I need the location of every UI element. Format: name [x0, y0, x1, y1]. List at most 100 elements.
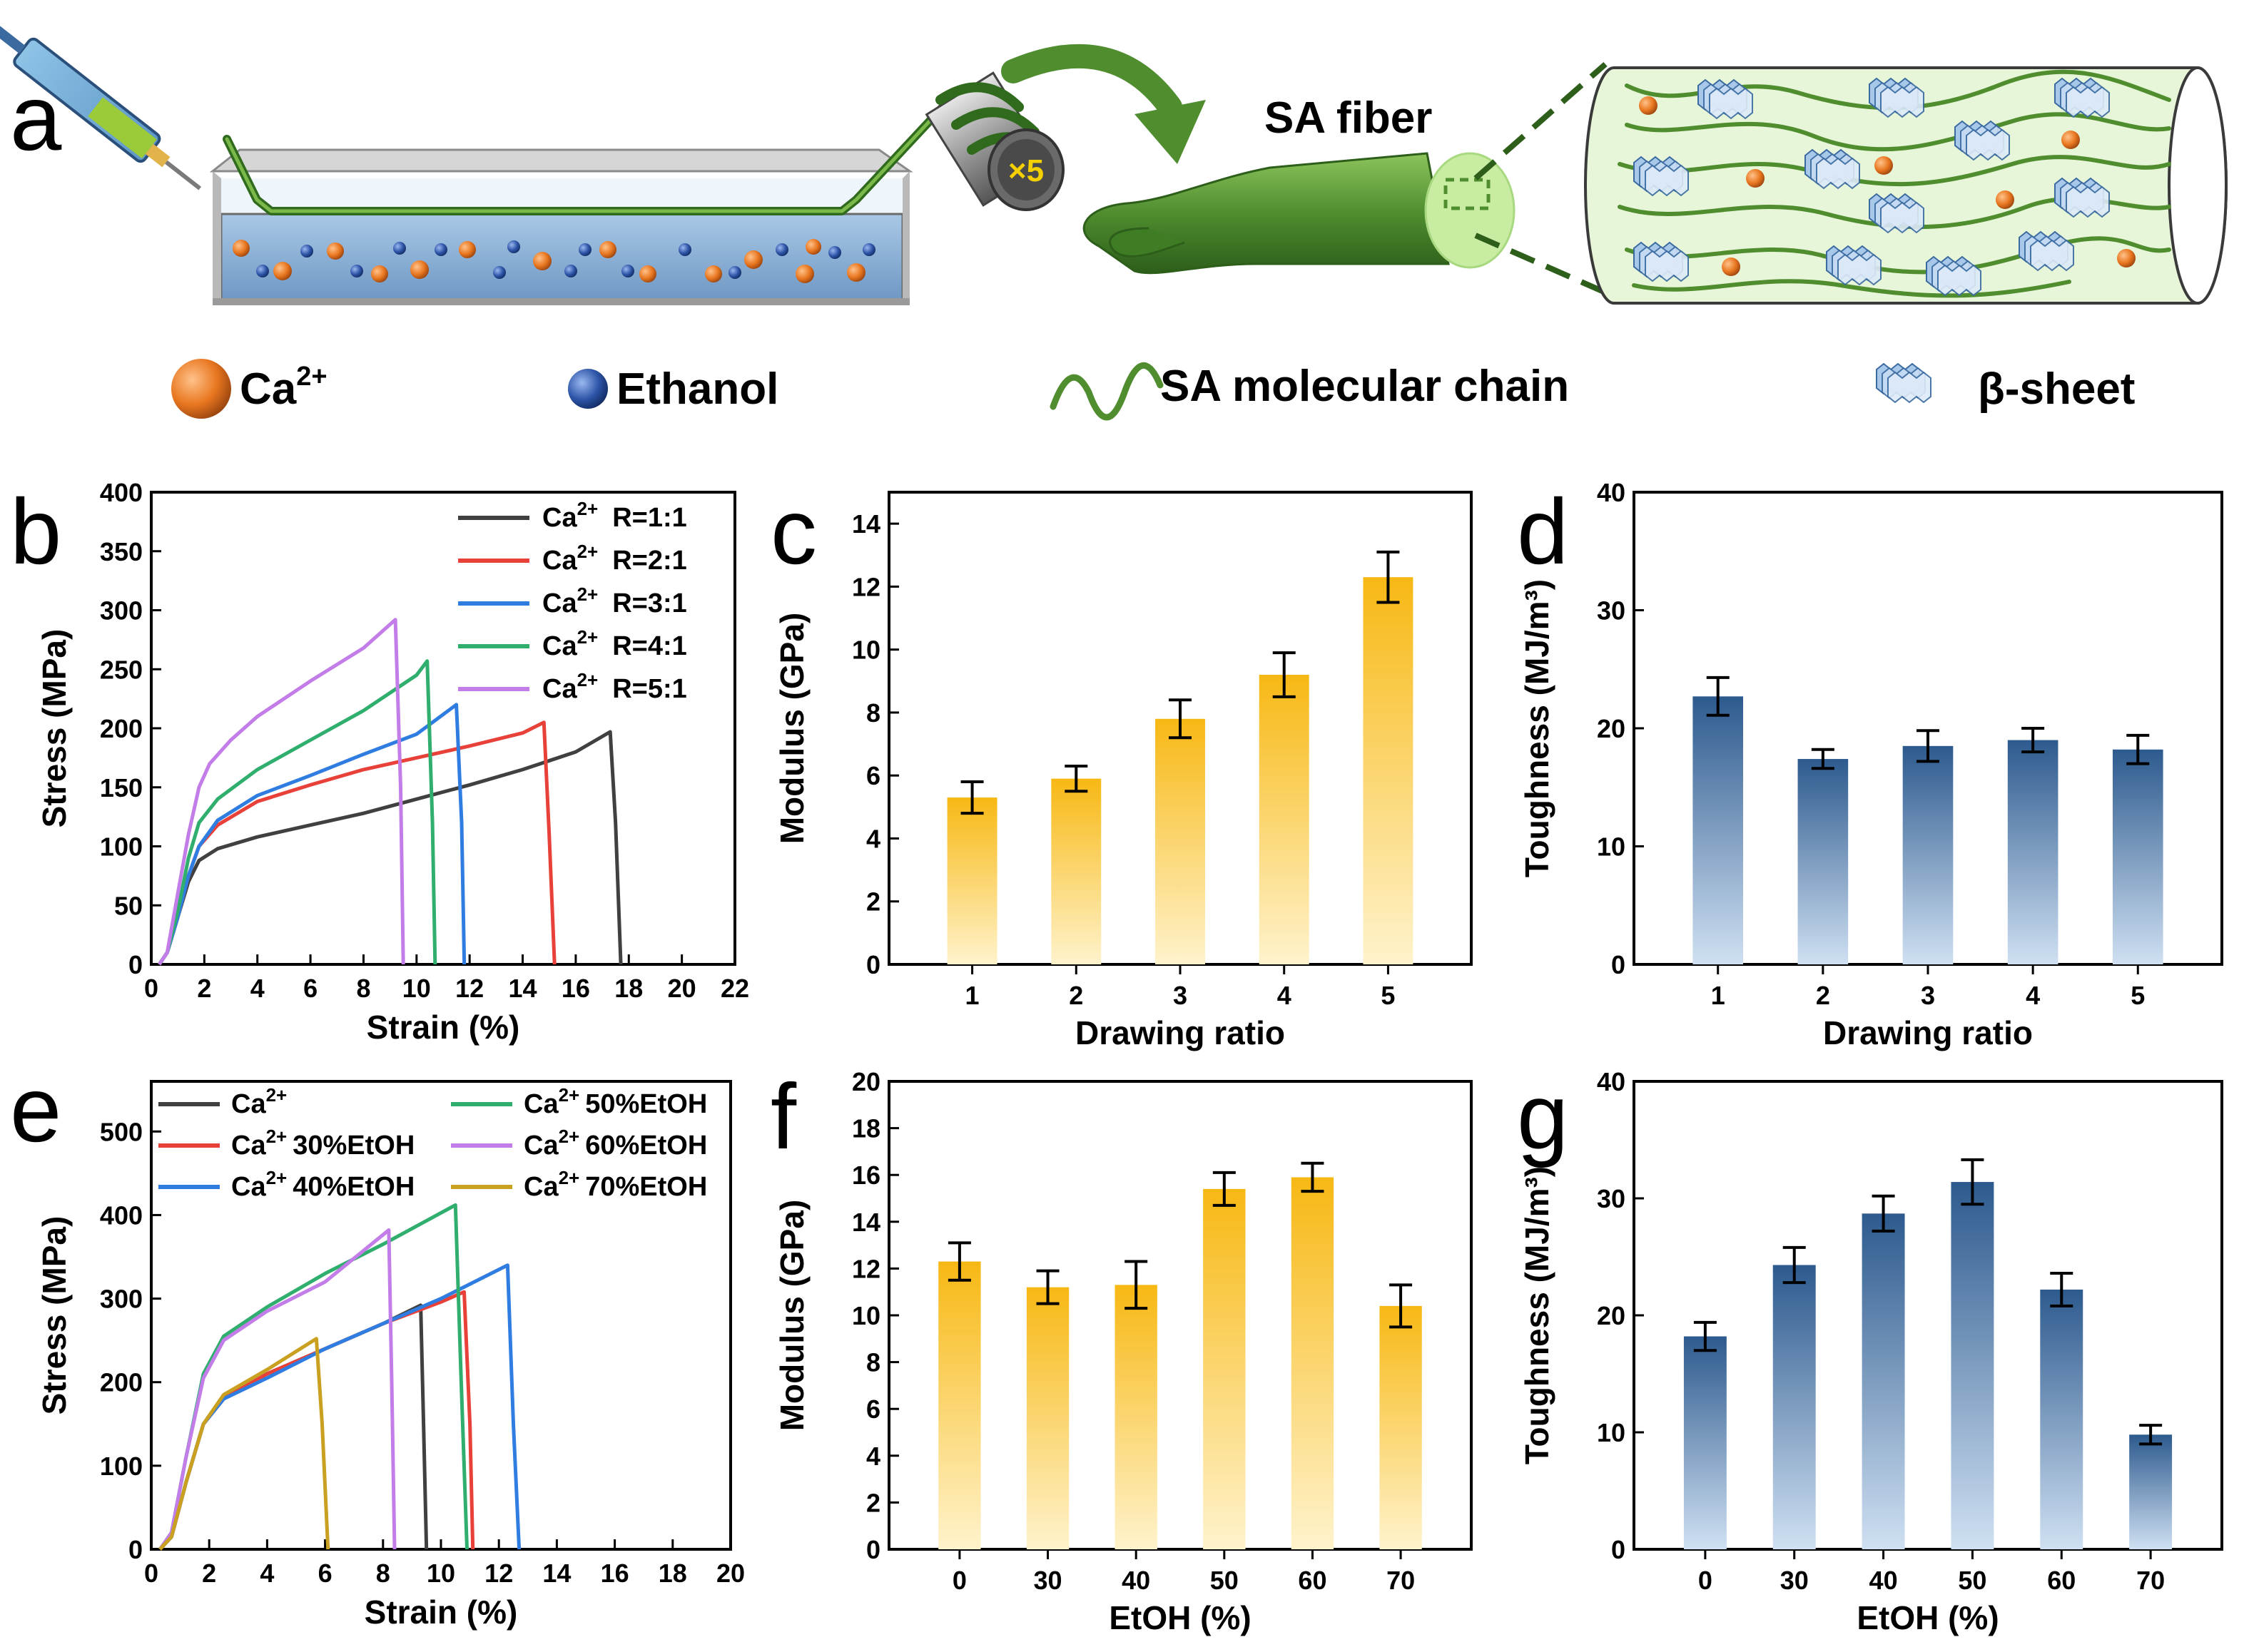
ethanol-molecules — [256, 240, 875, 279]
y-tick-label: 30 — [1597, 1184, 1625, 1213]
legend: Ca2+ Ca2+ 30%EtOH Ca2+ 40%EtOH Ca2+ 50%EtOH Ca2… — [158, 1084, 707, 1202]
beta-sheet-icon — [1876, 363, 1931, 403]
x-tick-label: 30 — [1780, 1566, 1809, 1595]
x-tick-label: 2 — [1069, 981, 1083, 1010]
legend-label: Ca2+ 30%EtOH — [231, 1126, 415, 1161]
x-tick-label: 2 — [1816, 981, 1830, 1010]
panel-letter-e: e — [10, 1057, 61, 1161]
chart-g-toughness-etoh: g 0 10 20 30 40 Toughness (MJ/m³) 0 30 40 50 60 70 Et… — [1517, 1064, 2223, 1636]
x-tick-label: 16 — [562, 974, 590, 1003]
y-tick-label: 0 — [1611, 950, 1625, 979]
x-tick-label: 22 — [721, 974, 749, 1003]
bar — [1203, 1188, 1246, 1549]
y-tick-label: 40 — [1597, 478, 1625, 507]
ethanol-icon — [568, 369, 608, 409]
x-tick-label: 40 — [1122, 1566, 1150, 1595]
panel-letter-c: c — [771, 479, 817, 583]
y-tick-label: 100 — [100, 1452, 143, 1481]
x-tick-label: 10 — [427, 1559, 455, 1588]
x-axis-title: Strain (%) — [365, 1594, 518, 1631]
legend-label: Ca2+ R=1:1 — [542, 498, 687, 533]
y-tick-label: 2 — [866, 1488, 880, 1517]
y-tick-label: 0 — [128, 1535, 143, 1564]
bar — [1051, 778, 1102, 964]
legend-ca-text: Ca — [240, 364, 297, 414]
y-tick-label: 4 — [866, 824, 880, 853]
y-tick-label: 400 — [100, 1200, 143, 1230]
zoom-line-bottom — [1474, 233, 1607, 295]
legend-sa-chain-text: SA molecular chain — [1160, 362, 1569, 411]
y-tick-label: 18 — [852, 1114, 880, 1143]
x-tick-label: 18 — [659, 1559, 687, 1588]
bar — [1692, 696, 1744, 964]
y-axis-title: Toughness (MJ/m³) — [1518, 579, 1555, 877]
y-tick-label: 8 — [866, 698, 880, 728]
y-tick-label: 10 — [852, 636, 880, 665]
x-tick-label: 6 — [318, 1559, 332, 1588]
bar — [1683, 1336, 1727, 1549]
legend-label: Ca2+ 50%EtOH — [524, 1084, 707, 1119]
panel-a-legend: Ca2+ Ethanol SA molecular chain β-sheet — [171, 359, 2135, 421]
x-tick-label: 10 — [402, 974, 431, 1003]
x-tick-label: 12 — [455, 974, 484, 1003]
y-tick-label: 500 — [100, 1117, 143, 1146]
chart-f-modulus-etoh: f 0 2 4 6 8 10 12 14 16 18 20 Modulus (GPa) 0 30 40 50 60… — [771, 1064, 1473, 1636]
y-tick-label: 16 — [852, 1161, 880, 1190]
y-axis-title: Modulus (GPa) — [773, 613, 811, 845]
y-axis-title: Toughness (MJ/m³) — [1518, 1166, 1555, 1464]
y-tick-label: 50 — [114, 891, 143, 920]
y-tick-label: 300 — [100, 1285, 143, 1314]
x-tick-label: 60 — [2047, 1566, 2076, 1595]
y-axis-title: Modulus (GPa) — [773, 1200, 811, 1432]
x-tick-label: 4 — [1277, 981, 1291, 1010]
x-tick-label: 70 — [2136, 1566, 2165, 1595]
y-tick-label: 40 — [1597, 1067, 1625, 1096]
x-tick-label: 50 — [1958, 1566, 1986, 1595]
x-tick-label: 70 — [1386, 1566, 1415, 1595]
panel-a-schematic: a — [0, 15, 2228, 421]
x-tick-label: 3 — [1921, 981, 1935, 1010]
legend-label: Ca2+ R=2:1 — [542, 541, 687, 576]
legend-label: Ca2+ 70%EtOH — [524, 1167, 707, 1202]
x-tick-label: 6 — [303, 974, 318, 1003]
y-tick-label: 100 — [100, 832, 143, 862]
x-tick-label: 3 — [1173, 981, 1187, 1010]
y-tick-label: 400 — [100, 478, 143, 507]
collection-roller: ×5 — [925, 71, 1065, 211]
y-tick-label: 14 — [852, 1208, 880, 1237]
legend-label: Ca2+ R=3:1 — [542, 583, 687, 618]
series-line-3 — [158, 703, 467, 966]
x-axis-title: Drawing ratio — [1823, 1014, 2033, 1051]
x-tick-label: 14 — [509, 974, 537, 1003]
x-tick-label: 0 — [1698, 1566, 1712, 1595]
y-tick-label: 0 — [866, 950, 880, 979]
x-tick-label: 12 — [484, 1559, 513, 1588]
y-tick-label: 20 — [852, 1067, 880, 1096]
sa-chain-icon — [1050, 362, 1164, 421]
x-tick-label: 4 — [250, 974, 265, 1003]
y-tick-label: 300 — [100, 596, 143, 626]
ca-ion-icon — [171, 359, 231, 419]
y-tick-label: 6 — [866, 761, 880, 790]
x-tick-label: 1 — [965, 981, 980, 1010]
series-line-6 — [158, 1337, 330, 1551]
y-tick-label: 150 — [100, 773, 143, 802]
x-tick-label: 0 — [953, 1566, 967, 1595]
y-tick-label: 200 — [100, 1368, 143, 1397]
x-tick-label: 40 — [1869, 1566, 1898, 1595]
y-tick-label: 10 — [1597, 832, 1625, 862]
x-tick-label: 8 — [376, 1559, 390, 1588]
legend-label: Ca2+ R=5:1 — [542, 669, 687, 704]
bar — [1951, 1182, 1994, 1549]
y-tick-label: 20 — [1597, 714, 1625, 743]
sa-fiber-label: SA fiber — [1264, 93, 1432, 143]
x-tick-label: 18 — [614, 974, 643, 1003]
y-axis-title: Stress (MPa) — [36, 629, 73, 828]
ca-ions — [233, 239, 865, 283]
chart-b-stress-strain: b 0 50 100 150 200 250 300 350 400 Stress (MPa) 0 2 4… — [10, 478, 749, 1046]
bar — [2112, 749, 2163, 964]
series-line-5 — [158, 618, 405, 966]
bar — [2040, 1289, 2083, 1549]
x-tick-label: 8 — [356, 974, 370, 1003]
x-tick-label: 20 — [716, 1559, 745, 1588]
